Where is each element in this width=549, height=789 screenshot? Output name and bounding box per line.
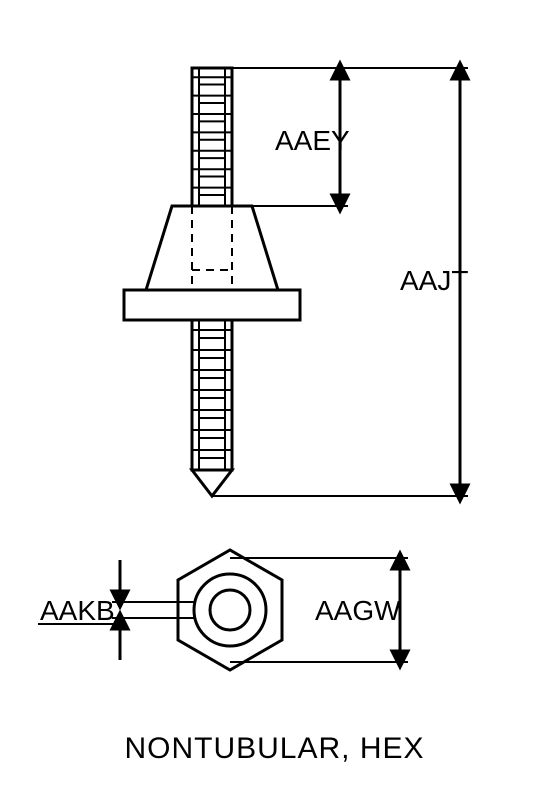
dim-label-AAEY: AAEY <box>275 125 350 156</box>
dim-label-AAJT: AAJT <box>400 265 468 296</box>
engineering-diagram: AAEY AAJT AAGW AAKB <box>0 0 549 789</box>
diagram-container: AAEY AAJT AAGW AAKB NONTUBULAR, HEX <box>0 0 549 789</box>
diagram-caption: NONTUBULAR, HEX <box>0 732 549 766</box>
dim-label-AAKB: AAKB <box>40 595 115 626</box>
dim-label-AAGW: AAGW <box>315 595 401 626</box>
